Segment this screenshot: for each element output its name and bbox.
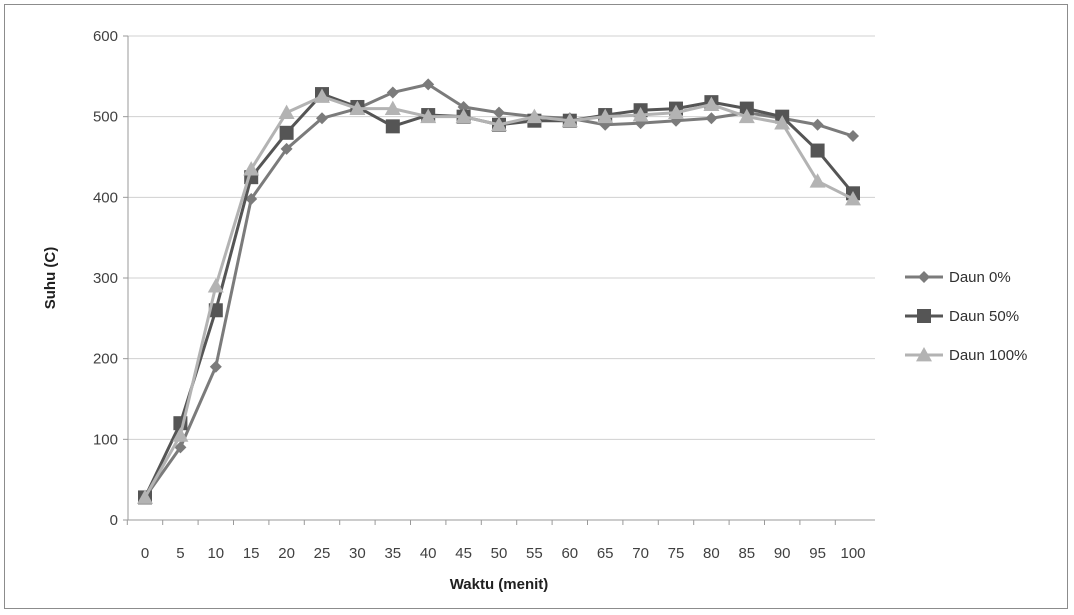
series-line (143, 92, 855, 499)
data-point (137, 489, 153, 504)
x-tick-label: 55 (526, 545, 543, 562)
data-point (597, 108, 614, 124)
series-line (143, 95, 854, 499)
legend-entry: Daun 0% (905, 269, 1011, 286)
legend: Daun 0% Daun 50% Daun 100% (905, 269, 1027, 364)
x-tick-label: 100 (840, 545, 865, 562)
y-tick-label: 600 (93, 28, 118, 45)
legend-label: Daun 100% (949, 347, 1027, 364)
y-tick-label: 500 (93, 109, 118, 126)
data-point (349, 100, 366, 115)
x-axis-title: Waktu (menit) (450, 576, 549, 593)
data-point (811, 118, 824, 131)
y-axis-title: Suhu (C) (42, 247, 59, 309)
gridlines (128, 35, 875, 440)
data-point (172, 427, 189, 442)
x-tick-label: 15 (243, 545, 260, 562)
data-point (739, 101, 754, 116)
data-point (279, 125, 294, 140)
data-point (847, 130, 859, 143)
data-point (174, 441, 187, 454)
x-tick-label: 75 (668, 545, 685, 562)
y-tick-label: 100 (93, 431, 118, 448)
x-tick-label: 25 (314, 545, 331, 562)
data-point (668, 104, 684, 120)
data-point (491, 116, 507, 132)
series-line (143, 82, 854, 499)
data-point (243, 161, 260, 176)
x-tick-label: 5 (176, 545, 184, 562)
y-tick-labels: 0 100 200 300 400 500 600 (93, 28, 118, 529)
x-tick-label: 30 (349, 545, 366, 562)
y-tick-label: 200 (93, 351, 118, 368)
x-tick-label: 70 (632, 545, 649, 562)
chart-frame: 0 100 200 300 400 500 600 0 5 10 15 20 25 30 35 40 45 50… (4, 4, 1068, 609)
data-point (810, 143, 825, 158)
data-point (526, 108, 543, 124)
x-tick-label: 60 (561, 545, 578, 562)
data-point (209, 360, 222, 373)
series (137, 78, 861, 505)
x-tick-label: 80 (703, 545, 720, 562)
data-point (422, 78, 435, 91)
x-tick-label: 95 (809, 545, 826, 562)
data-point (316, 112, 328, 125)
x-tick-label: 50 (491, 545, 508, 562)
legend-entry: Daun 100% (905, 347, 1027, 364)
data-point (809, 173, 826, 188)
series-3 (137, 88, 861, 504)
data-point (561, 112, 578, 128)
x-tick-label: 35 (384, 545, 401, 562)
data-point (384, 100, 401, 115)
y-tick-label: 300 (93, 270, 118, 287)
data-point (632, 107, 649, 122)
data-point (278, 104, 295, 120)
data-point (774, 115, 791, 130)
data-point (705, 112, 718, 125)
legend-label: Daun 50% (949, 308, 1019, 325)
data-point (845, 190, 861, 206)
data-point (493, 106, 505, 119)
x-tick-label: 85 (738, 545, 755, 562)
legend-label: Daun 0% (949, 269, 1011, 286)
legend-marker (916, 347, 932, 362)
x-tick-label: 65 (597, 545, 614, 562)
axes (123, 35, 875, 525)
x-tick-label: 90 (774, 545, 791, 562)
data-point (420, 108, 437, 124)
legend-entry: Daun 50% (905, 308, 1019, 325)
x-tick-label: 10 (207, 545, 224, 562)
x-tick-label: 45 (455, 545, 472, 562)
data-point (703, 96, 720, 111)
data-point (385, 119, 400, 134)
x-tick-label: 0 (141, 545, 149, 562)
x-tick-label: 40 (420, 545, 437, 562)
data-point (314, 88, 330, 103)
legend-marker (917, 309, 931, 323)
y-tick-label: 400 (93, 189, 118, 206)
data-point (738, 108, 755, 124)
series-2 (138, 87, 860, 505)
data-point (386, 86, 399, 99)
line-chart: 0 100 200 300 400 500 600 0 5 10 15 20 25 30 35 40 45 50… (42, 28, 1027, 593)
x-tick-labels: 0 5 10 15 20 25 30 35 40 45 50 55 60 65 70 75 80 85 90 95 10… (141, 545, 866, 562)
x-tick-label: 20 (278, 545, 295, 562)
data-point (280, 142, 293, 155)
legend-marker (918, 271, 930, 283)
data-point (245, 192, 258, 205)
data-point (207, 278, 224, 293)
y-tick-label: 0 (110, 512, 118, 529)
data-point (455, 108, 472, 124)
